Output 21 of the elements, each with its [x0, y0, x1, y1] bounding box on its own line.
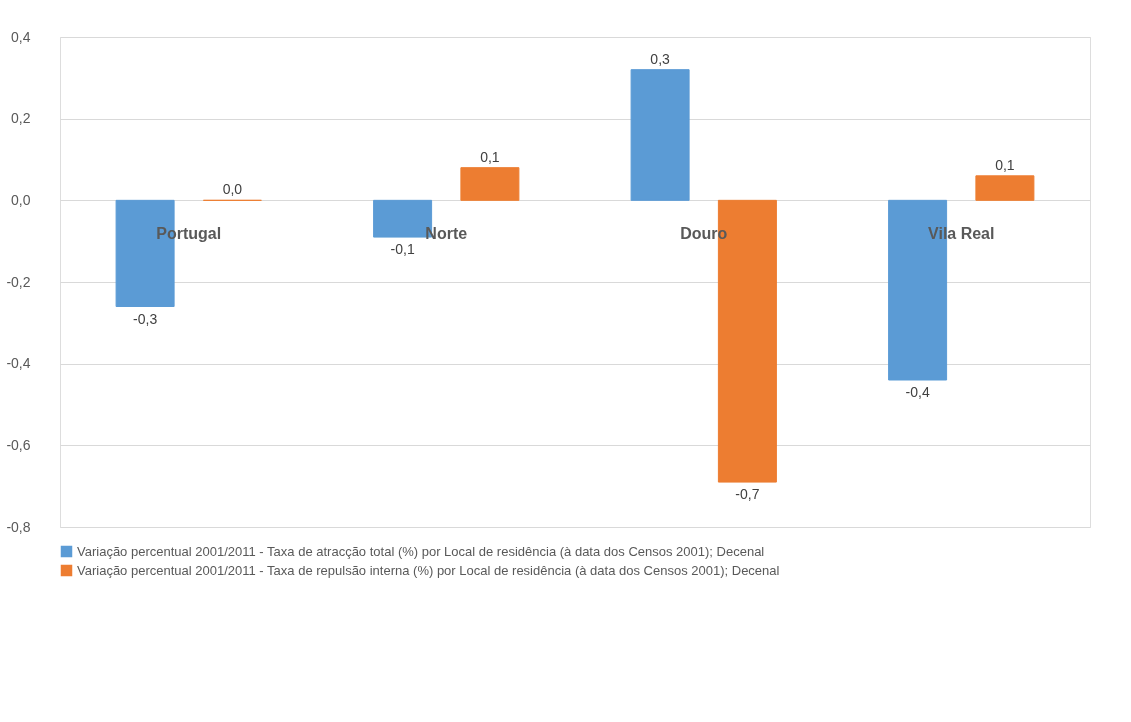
data-label: 0,3 — [650, 50, 671, 67]
bar — [630, 69, 690, 201]
y-tick-label: 0,0 — [11, 191, 31, 208]
y-tick-label: 0,4 — [11, 28, 31, 45]
data-label: -0,1 — [390, 241, 415, 258]
data-label: -0,7 — [735, 486, 760, 503]
y-tick-label: 0,2 — [11, 110, 31, 127]
y-tick-label: -0,8 — [6, 518, 31, 535]
data-label: 0,1 — [995, 156, 1015, 173]
legend-label: Variação percentual 2001/2011 - Taxa de repulsão interna (%) por Local de residência (à data dos Censos 2001); Decenal — [77, 562, 780, 578]
y-tick-label: -0,2 — [6, 273, 31, 290]
y-tick-label: -0,6 — [6, 436, 31, 453]
data-label: 0,0 — [222, 181, 243, 198]
y-tick-label: -0,4 — [6, 355, 31, 372]
data-label: 0,1 — [480, 148, 500, 165]
data-label: -0,3 — [133, 310, 158, 327]
data-label: -0,4 — [905, 384, 930, 400]
x-tick-label: Norte — [425, 225, 468, 243]
bar — [460, 167, 520, 201]
legend-label: Variação percentual 2001/2011 - Taxa de atracção total (%) por Local de residência (à data dos Censos 2001); Decenal — [77, 543, 765, 559]
bar — [975, 175, 1035, 201]
